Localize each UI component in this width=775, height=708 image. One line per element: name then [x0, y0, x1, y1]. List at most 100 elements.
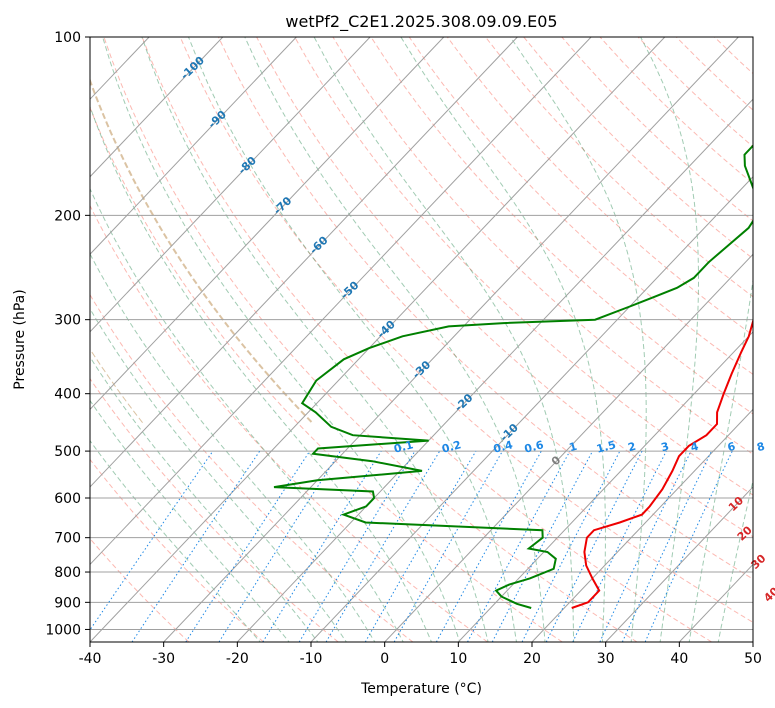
moist-adiabat-line	[688, 277, 753, 642]
dry-adiabat-line	[90, 458, 264, 642]
dry-adiabat-line	[141, 37, 712, 642]
mixing-ratio-line	[599, 450, 692, 642]
isotherm-line	[310, 176, 753, 642]
moist-adiabat-line	[90, 439, 261, 642]
mixing-ratio-line	[435, 450, 542, 642]
y-axis-label: Pressure (hPa)	[12, 289, 28, 389]
isotherm-line	[90, 37, 592, 566]
moist-adiabat-line	[400, 37, 607, 642]
moist-adiabat-line	[141, 37, 489, 642]
x-tick-label: 0	[380, 651, 389, 667]
dry-adiabat-line	[179, 37, 753, 623]
x-tick-label: -40	[79, 651, 102, 667]
dry-adiabat-line	[90, 537, 190, 642]
isotherm-line	[457, 331, 753, 642]
x-tick-label: 30	[597, 651, 615, 667]
y-tick-label: 200	[54, 208, 81, 224]
mixing-ratio-line	[298, 450, 416, 642]
x-axis-label: Temperature (°C)	[360, 681, 482, 697]
mixing-ratio-label: 2	[627, 440, 638, 455]
dry-adiabat-line	[561, 37, 753, 222]
x-axis: -40 -30 -20 -10 0 10 20 30 40 50	[79, 642, 762, 667]
trop-lines	[90, 77, 315, 425]
mixing-ratio-line	[467, 450, 571, 642]
wind-label: 30	[748, 552, 768, 572]
dry-adiabat-line	[637, 37, 753, 148]
x-tick-label: 20	[523, 651, 541, 667]
mixing-ratio-label: 0.6	[523, 438, 546, 456]
dry-adiabat-line	[523, 37, 753, 260]
dry-adiabat-line	[90, 204, 488, 642]
dry-adiabat-line	[256, 37, 753, 538]
mixing-ratio-label: 0.1	[392, 438, 414, 456]
y-tick-label: 100	[54, 30, 81, 46]
dry-adiabat-line	[103, 37, 638, 642]
dry-adiabat-line	[714, 37, 753, 75]
x-tick-label: 40	[670, 651, 688, 667]
mixing-ratio-label: 4	[689, 440, 700, 455]
isotherm-line	[90, 37, 666, 642]
x-tick-label: 10	[449, 651, 467, 667]
isotherm-line	[90, 37, 297, 256]
moist-adiabat-line	[90, 105, 433, 642]
isotherm-line	[0, 37, 2, 642]
x-tick-label: -20	[226, 651, 249, 667]
isotherm-line	[236, 98, 753, 642]
mixing-ratio-label: 1	[568, 440, 579, 455]
mixing-ratio-label: 0.2	[440, 438, 462, 456]
dry-adiabat-line	[294, 37, 753, 496]
y-axis: 100 200 300 400 500 600 700 800 900 1000	[45, 30, 90, 638]
dry-adiabat-line	[485, 37, 753, 298]
moist-adiabat-line	[90, 399, 290, 642]
trop-curve-line	[90, 77, 315, 425]
dry-adiabats	[90, 37, 753, 642]
dry-adiabat-line	[408, 37, 753, 375]
isotherm-line	[678, 563, 753, 642]
dry-adiabat-line	[370, 37, 753, 415]
x-tick-label: 50	[744, 651, 762, 667]
mixing-ratio-line	[218, 450, 341, 642]
y-tick-label: 800	[54, 565, 81, 581]
y-tick-label: 1000	[45, 622, 81, 638]
isotherm-line	[90, 37, 518, 488]
moist-adiabat-line	[188, 37, 518, 642]
dry-adiabat-line	[90, 377, 339, 642]
mixing-ratio-labels: 0.10.20.40.611.52346810131620253036	[392, 438, 766, 456]
x-tick-label: -30	[152, 651, 175, 667]
isobars	[90, 37, 753, 630]
chart-title: wetPf2_C2E1.2025.308.09.09.E05	[285, 12, 557, 32]
profiles	[273, 144, 753, 609]
mixing-ratio-label: 1.5	[595, 438, 617, 456]
isotherms	[0, 37, 753, 642]
background-lines	[0, 37, 753, 642]
y-tick-label: 500	[54, 444, 81, 460]
dry-adiabat-line	[217, 37, 753, 580]
dry-adiabat-line	[599, 37, 753, 185]
mixing-ratio-label: 6	[726, 440, 737, 455]
mixing-ratio-label: 3	[660, 440, 671, 455]
mixing-ratio-label: 8	[755, 440, 766, 455]
isotherm-line	[90, 37, 224, 178]
dewpoint-series-line	[273, 144, 753, 609]
mixing-ratio-line	[545, 450, 643, 642]
isotherm-line	[531, 408, 753, 642]
isotherm-line	[163, 37, 739, 642]
mixing-ratio-line	[393, 450, 503, 642]
moist-adiabat-line	[90, 187, 404, 642]
moist-adiabat-line	[90, 356, 319, 642]
moist-adiabat-line	[102, 37, 461, 642]
isotherm-labels: -100-90-80-70-60-50-40-30-20-100	[178, 54, 563, 468]
mixing-ratio-label: 0.4	[492, 438, 515, 456]
wind-label: 40	[761, 585, 775, 605]
y-tick-label: 700	[54, 531, 81, 547]
mixing-ratio-line	[185, 450, 311, 642]
mixing-ratio-lines	[90, 450, 733, 642]
wind-label: 20	[735, 523, 755, 543]
mixing-ratio-line	[90, 450, 214, 631]
y-tick-label: 300	[54, 313, 81, 329]
y-tick-label: 900	[54, 595, 81, 611]
mixing-ratio-line	[644, 450, 733, 642]
mixing-ratio-line	[131, 450, 261, 642]
